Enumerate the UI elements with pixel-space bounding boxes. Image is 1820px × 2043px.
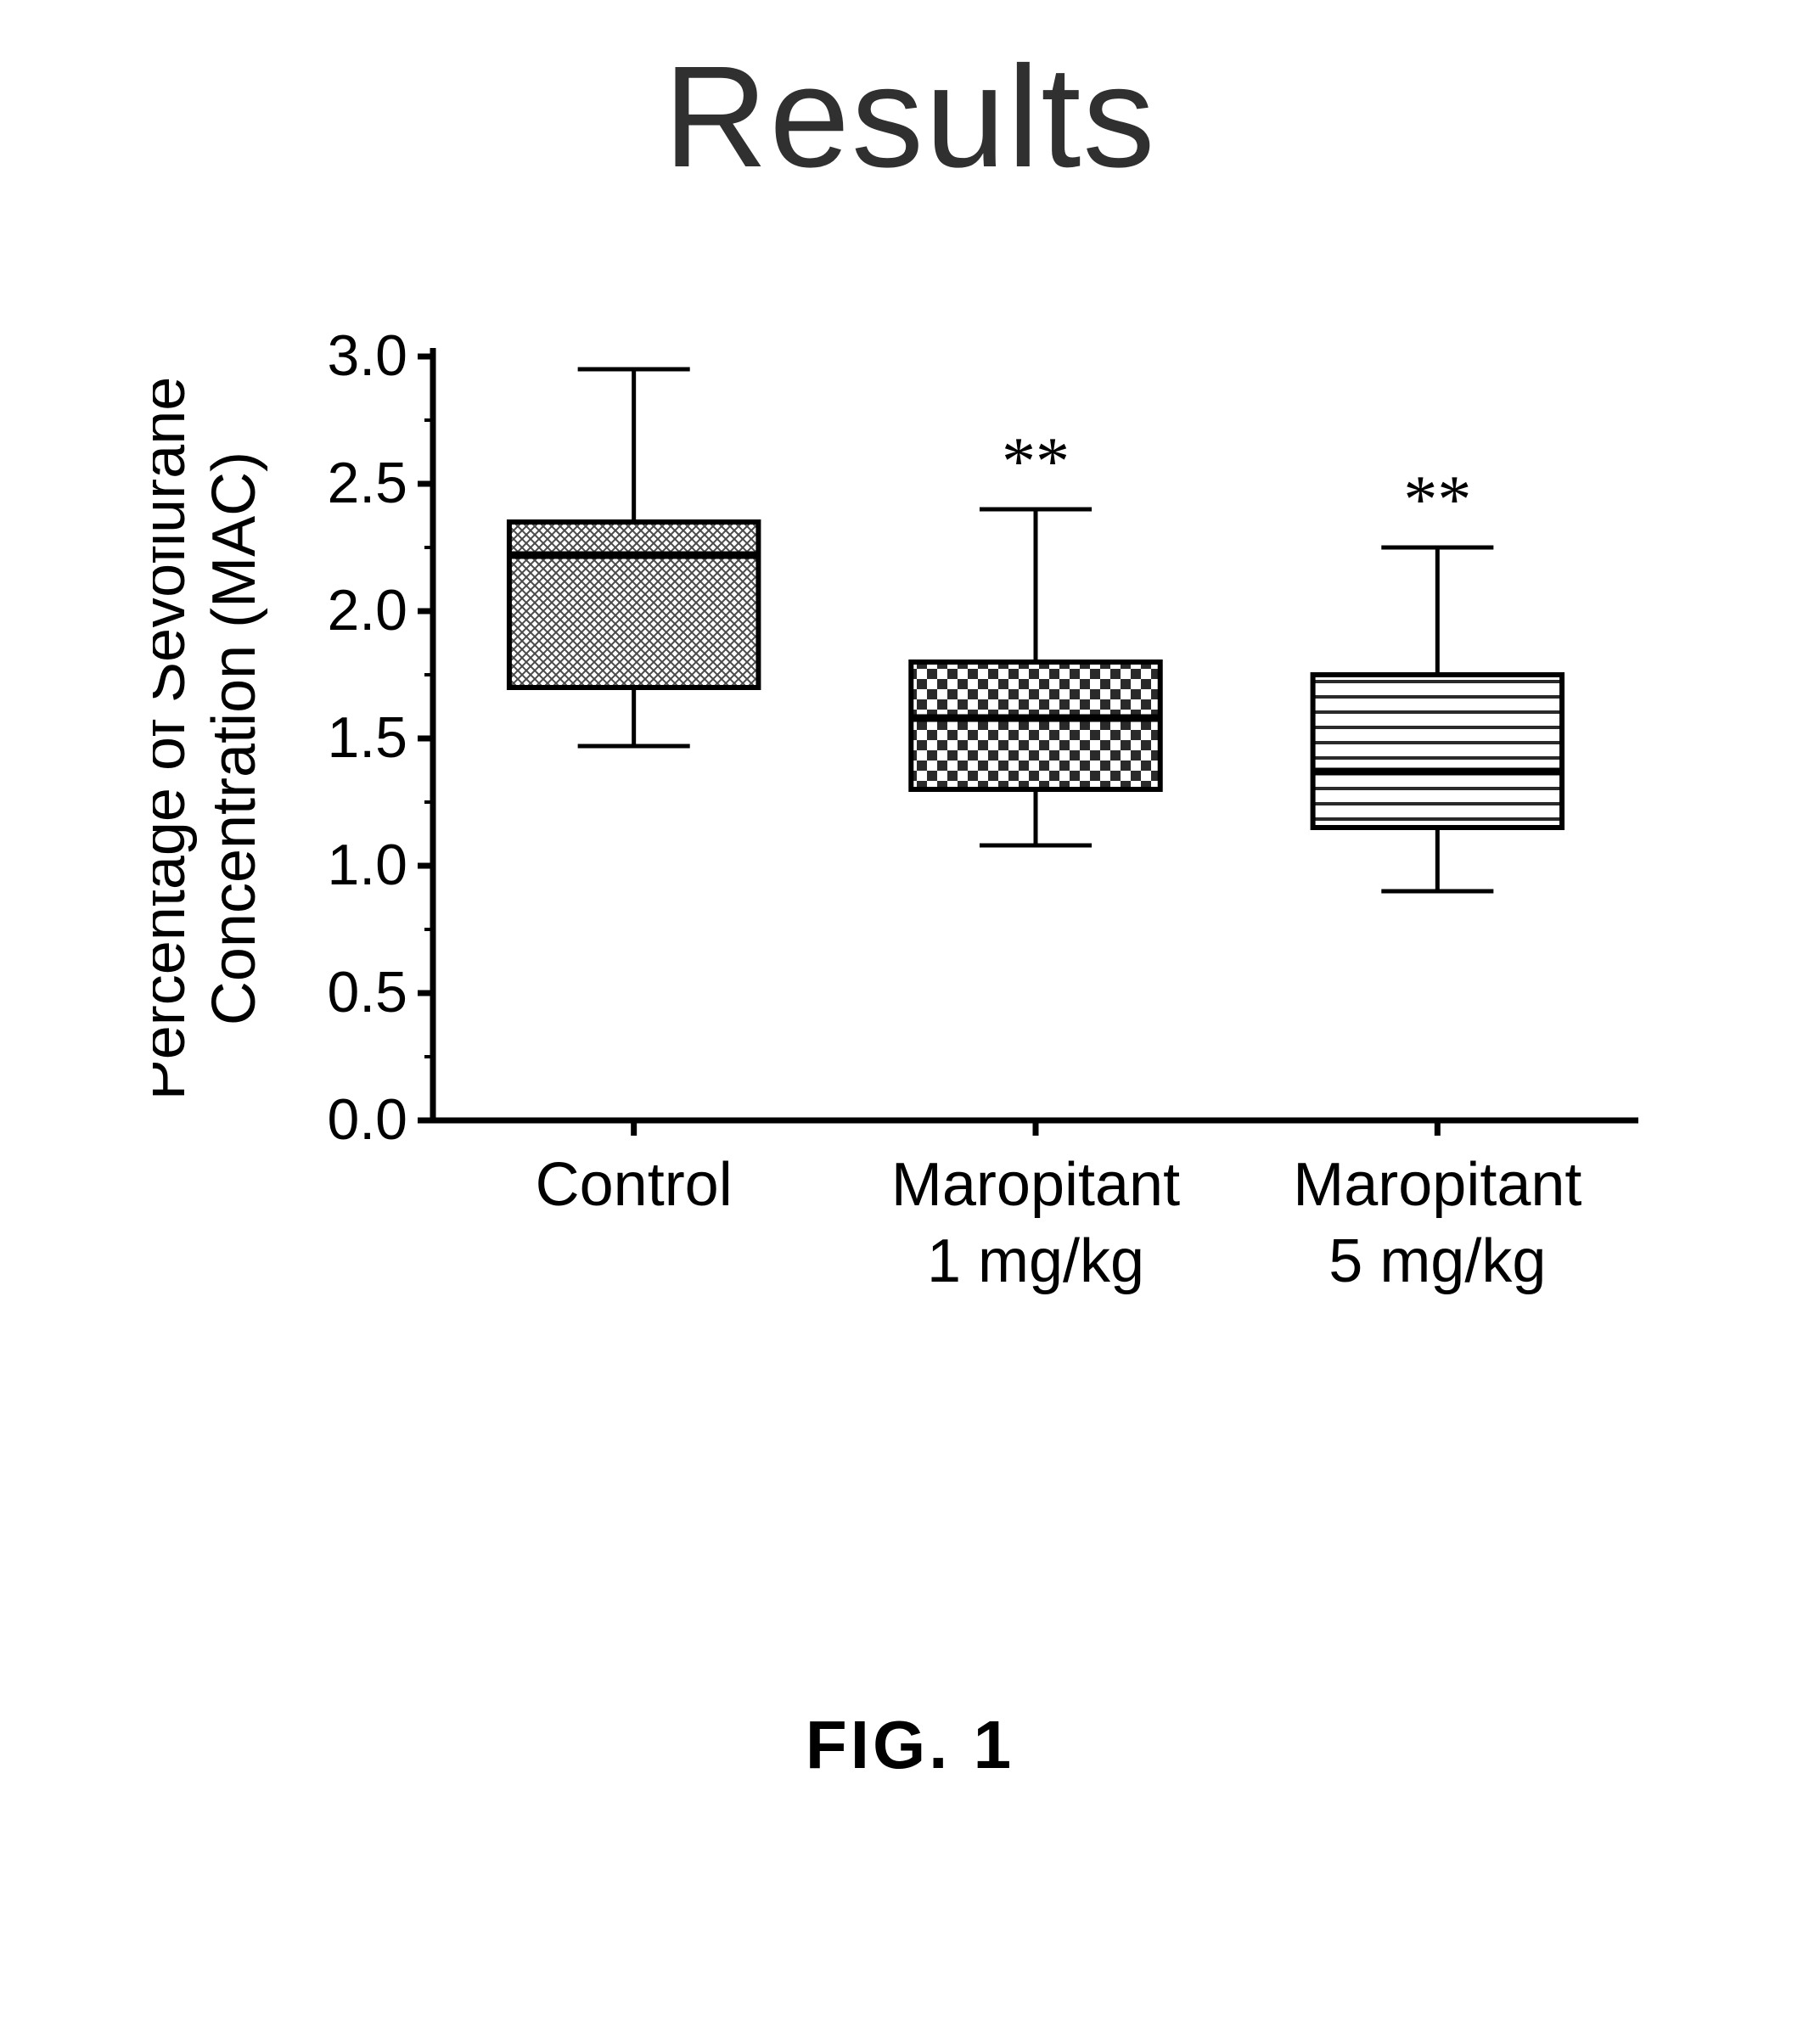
y-tick-label: 2.0 (327, 578, 407, 643)
x-category-label: Maropitant (891, 1151, 1180, 1219)
boxplot-chart: Percentage of SevofluraneConcentration (… (153, 323, 1664, 1596)
box-1: ** (911, 424, 1160, 845)
y-tick-label: 1.5 (327, 705, 407, 770)
x-category-label: Maropitant (1293, 1151, 1581, 1219)
box-2: ** (1313, 463, 1562, 891)
page: Results Percentage of SevofluraneConcent… (0, 0, 1820, 2043)
y-tick-label: 3.0 (327, 323, 407, 388)
y-tick-label: 1.0 (327, 833, 407, 897)
figure-label: FIG. 1 (0, 1706, 1820, 1784)
x-category-label-2: 5 mg/kg (1328, 1227, 1546, 1295)
chart-svg: Percentage of SevofluraneConcentration (… (153, 323, 1664, 1477)
y-axis-label: Percentage of SevofluraneConcentration (… (153, 377, 268, 1101)
page-title: Results (0, 34, 1820, 200)
box-0 (509, 369, 758, 746)
x-category-label: Control (536, 1151, 733, 1219)
sig-marker: ** (1002, 424, 1070, 499)
y-tick-label: 0.0 (327, 1087, 407, 1152)
x-category-label-2: 1 mg/kg (927, 1227, 1144, 1295)
sig-marker: ** (1403, 463, 1471, 537)
y-tick-label: 0.5 (327, 960, 407, 1024)
y-tick-label: 2.5 (327, 451, 407, 515)
